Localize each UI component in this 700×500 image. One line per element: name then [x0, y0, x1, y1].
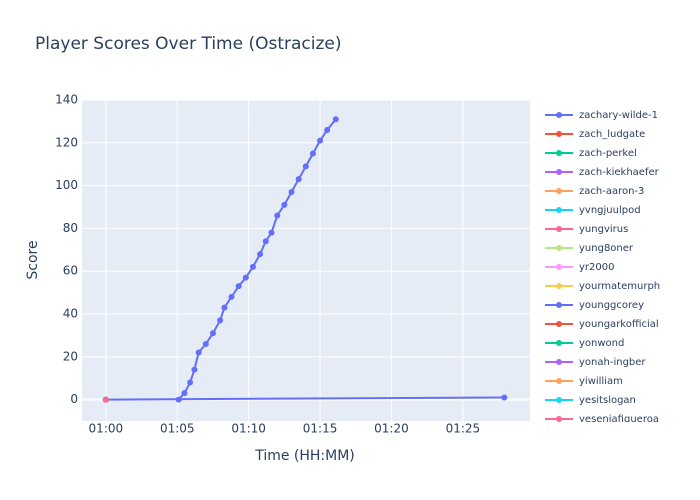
legend-marker: [556, 169, 562, 175]
data-point: [324, 126, 331, 133]
legend-label: yiwilliam: [579, 376, 623, 387]
legend-marker: [556, 112, 562, 118]
legend-marker: [556, 245, 562, 251]
legend-label: zach-aaron-3: [579, 186, 644, 197]
y-tick-label: 40: [63, 307, 78, 321]
y-axis-title: Score: [25, 240, 41, 279]
legend-marker: [556, 283, 562, 289]
y-tick-label: 80: [63, 221, 78, 235]
data-point: [187, 379, 194, 386]
data-point: [228, 293, 235, 300]
legend-label: yung8oner: [579, 243, 634, 254]
data-point: [242, 274, 249, 281]
data-point: [257, 251, 264, 258]
data-point: [181, 390, 188, 397]
legend-label: yeseniafigueroa: [579, 414, 659, 425]
data-point: [235, 283, 242, 290]
plot-background: [82, 100, 530, 421]
x-tick-label: 01:15: [303, 422, 338, 436]
legend-marker: [556, 397, 562, 403]
x-tick-label: 01:00: [89, 422, 124, 436]
legend-marker: [556, 321, 562, 327]
data-point: [268, 229, 275, 236]
legend-marker: [556, 416, 562, 422]
legend-label: yr2000: [579, 262, 614, 273]
legend-marker: [556, 188, 562, 194]
legend-label: yvngjuulpod: [579, 205, 641, 216]
legend-marker: [556, 150, 562, 156]
data-point: [501, 394, 508, 401]
data-point: [317, 137, 324, 144]
data-point: [249, 263, 256, 270]
legend-marker: [556, 359, 562, 365]
legend-label: younggcorey: [579, 300, 644, 311]
chart-title: Player Scores Over Time (Ostracize): [35, 34, 342, 54]
data-point: [217, 317, 224, 324]
legend-label: youngarkofficial: [579, 319, 659, 330]
y-tick-label: 20: [63, 349, 78, 363]
y-tick-label: 0: [70, 392, 78, 406]
legend-marker: [556, 226, 562, 232]
x-tick-label: 01:20: [374, 422, 409, 436]
x-tick-label: 01:25: [446, 422, 481, 436]
data-point: [195, 349, 202, 356]
y-tick-label: 140: [55, 93, 78, 107]
legend-marker: [556, 340, 562, 346]
legend-marker: [556, 131, 562, 137]
legend-label: yesitslogan: [579, 395, 636, 406]
legend-label: zach-perkel: [579, 148, 637, 159]
legend-marker: [556, 378, 562, 384]
legend-label: yonah-ingber: [579, 357, 646, 368]
legend-marker: [556, 264, 562, 270]
legend-label: yourmatemurph: [579, 281, 660, 292]
y-tick-label: 120: [55, 135, 78, 149]
data-point: [332, 116, 339, 123]
legend-label: zach_ludgate: [579, 129, 645, 140]
data-point: [302, 163, 309, 170]
y-tick-label: 100: [55, 178, 78, 192]
legend-label: yungvirus: [579, 224, 628, 235]
data-point: [309, 150, 316, 157]
data-point: [295, 176, 302, 183]
data-point: [209, 330, 216, 337]
data-point: [202, 340, 209, 347]
data-point: [262, 238, 269, 245]
legend-label: zachary-wilde-1: [579, 110, 658, 121]
data-point: [274, 212, 281, 219]
data-point: [281, 201, 288, 208]
legend-marker: [556, 207, 562, 213]
data-point: [175, 396, 182, 403]
data-point: [102, 396, 109, 403]
x-tick-label: 01:10: [231, 422, 266, 436]
series-line: [105, 396, 505, 401]
data-point: [288, 189, 295, 196]
x-tick-label: 01:05: [160, 422, 195, 436]
y-tick-label: 60: [63, 264, 78, 278]
legend-label: zach-kiekhaefer: [579, 167, 660, 178]
data-point: [221, 304, 228, 311]
x-axis-title: Time (HH:MM): [254, 448, 355, 464]
legend-label: yonwond: [579, 338, 624, 349]
data-point: [191, 366, 198, 373]
legend-marker: [556, 302, 562, 308]
